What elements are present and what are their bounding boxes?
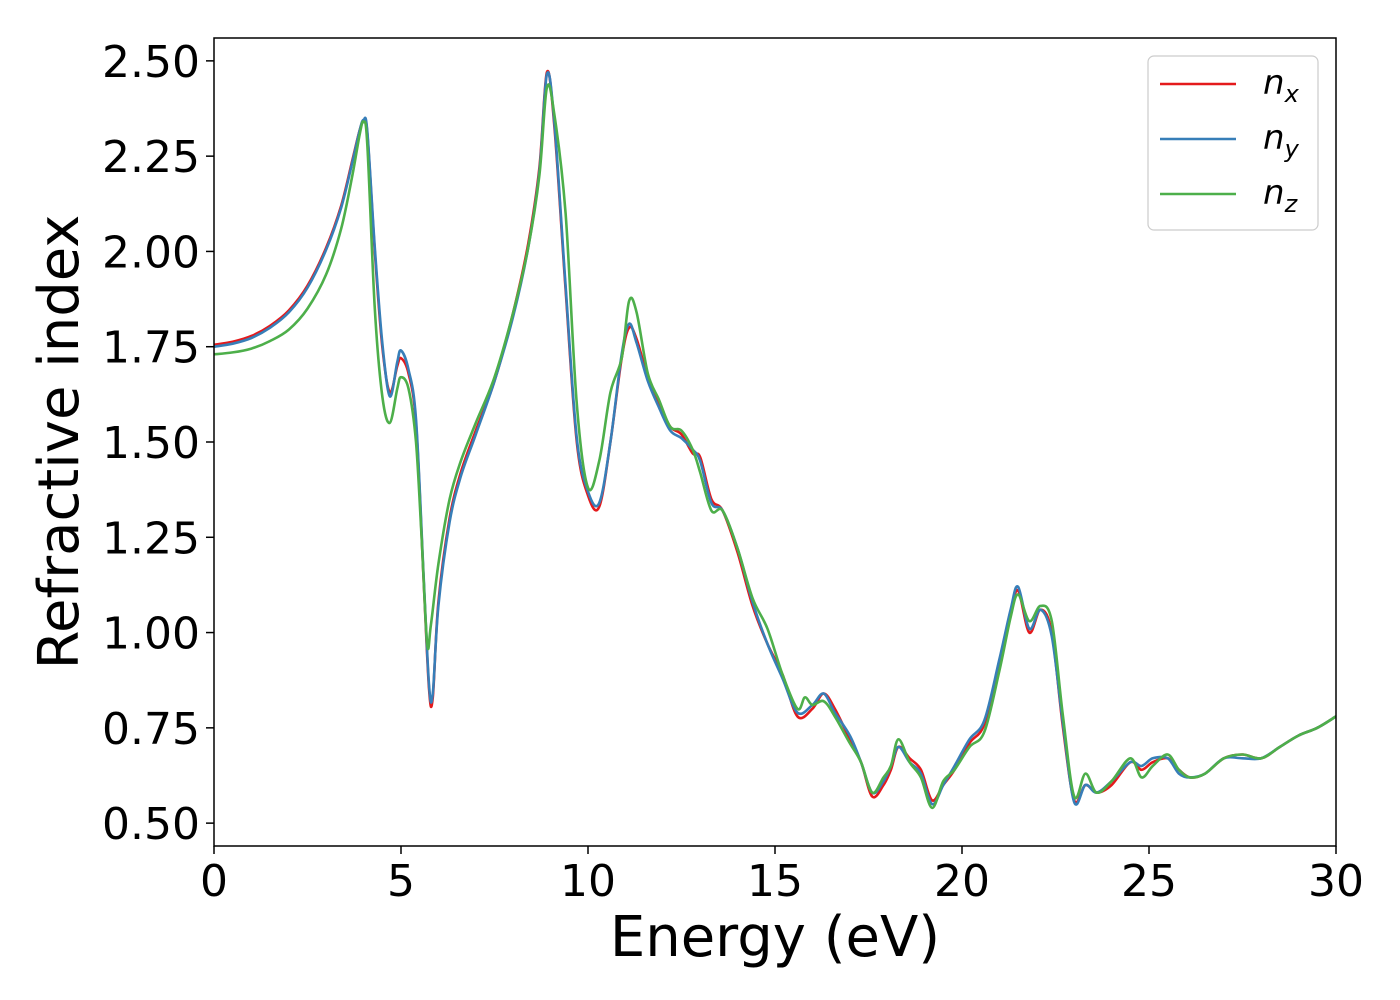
y-tick-label: 1.75 bbox=[102, 323, 200, 374]
legend-label-base: n bbox=[1263, 63, 1285, 103]
y-tick-label: 1.25 bbox=[102, 513, 200, 564]
legend-label-subscript: x bbox=[1284, 80, 1300, 108]
legend-label-y: ny bbox=[1263, 118, 1300, 163]
legend-label-z: nz bbox=[1263, 173, 1299, 218]
legend-label-base: n bbox=[1263, 173, 1285, 213]
x-tick-label: 25 bbox=[1121, 856, 1177, 907]
y-axis-ticks: 0.50 0.75 1.00 1.25 1.50 1.75 2.00 2.25 2.50 bbox=[102, 37, 214, 850]
y-tick-label: 0.50 bbox=[102, 799, 200, 850]
series-line-y bbox=[214, 71, 1336, 806]
x-tick-label: 5 bbox=[387, 856, 415, 907]
y-tick-label: 1.00 bbox=[102, 609, 200, 660]
legend-label-base: n bbox=[1263, 118, 1285, 158]
y-tick-label: 1.50 bbox=[102, 418, 200, 469]
x-axis-ticks: 0 5 10 15 20 25 30 bbox=[200, 846, 1364, 907]
y-axis-label: Refractive index bbox=[27, 215, 92, 670]
x-tick-label: 15 bbox=[747, 856, 803, 907]
x-tick-label: 30 bbox=[1308, 856, 1364, 907]
legend-label-subscript: y bbox=[1284, 135, 1300, 163]
x-tick-label: 0 bbox=[200, 856, 228, 907]
series-layer bbox=[214, 69, 1336, 810]
x-tick-label: 10 bbox=[560, 856, 616, 907]
x-axis-label: Energy (eV) bbox=[610, 905, 940, 970]
legend-label-x: nx bbox=[1263, 63, 1300, 108]
y-tick-label: 2.00 bbox=[102, 227, 200, 278]
y-tick-label: 2.25 bbox=[102, 132, 200, 183]
legend-box bbox=[1147, 55, 1319, 231]
y-tick-label: 0.75 bbox=[102, 704, 200, 755]
x-tick-label: 20 bbox=[934, 856, 990, 907]
series-line-z bbox=[214, 83, 1336, 810]
y-tick-label: 2.50 bbox=[102, 37, 200, 88]
legend-label-subscript: z bbox=[1284, 190, 1299, 218]
